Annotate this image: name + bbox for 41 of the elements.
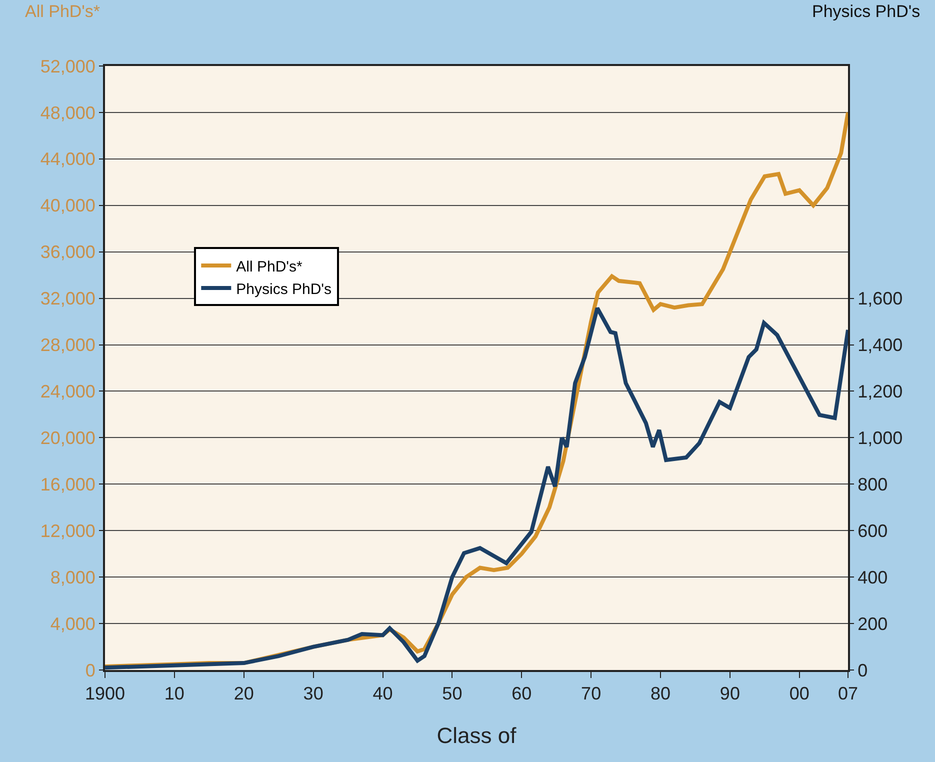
y-tick-label: 52,000 [40,56,96,76]
y-tick-label: 20,000 [40,428,96,448]
y2-tick-label: 1,200 [858,382,903,402]
y-tick-label: 12,000 [40,520,96,541]
x-tick-label: 60 [512,684,532,704]
y-tick-label: 40,000 [40,196,96,216]
x-tick-label: 80 [650,684,671,704]
x-tick-label: 1900 [84,684,126,704]
y2-tick-label: 1,600 [858,288,903,309]
x-tick-label: 50 [442,684,462,704]
y-tick-label: 44,000 [40,149,96,170]
x-tick-label: 07 [838,684,858,704]
y-tick-label: 16,000 [40,474,96,494]
y2-tick-label: 1,000 [858,428,903,448]
y-tick-label: 32,000 [40,288,96,309]
y2-tick-label: 600 [858,520,888,541]
y-tick-label: 8,000 [50,567,96,588]
y-axis-title: All PhD's* [25,2,100,21]
y-tick-label: 24,000 [40,382,96,402]
x-tick-label: 70 [581,684,602,704]
y2-tick-label: 0 [858,660,868,680]
x-tick-label: 00 [789,684,810,704]
legend-label: All PhD's* [236,258,303,276]
x-tick-label: 40 [372,684,393,704]
y-tick-label: 48,000 [40,102,96,123]
x-tick-label: 10 [164,684,184,704]
y-tick-label: 36,000 [40,242,96,262]
x-tick-label: 20 [234,684,254,704]
y-tick-label: 0 [85,660,96,680]
y-tick-label: 28,000 [40,335,96,356]
y2-axis-title: Physics PhD's [812,2,920,21]
x-tick-label: 30 [303,684,324,704]
x-tick-label: 90 [720,684,740,704]
legend-label: Physics PhD's [236,280,332,298]
y2-tick-label: 800 [858,474,888,494]
y-tick-label: 4,000 [50,614,96,634]
y2-tick-label: 200 [858,614,888,634]
y2-tick-label: 1,400 [858,335,903,356]
line-series [105,306,848,670]
x-axis-title: Class of [436,723,518,748]
y2-tick-label: 400 [858,567,888,588]
